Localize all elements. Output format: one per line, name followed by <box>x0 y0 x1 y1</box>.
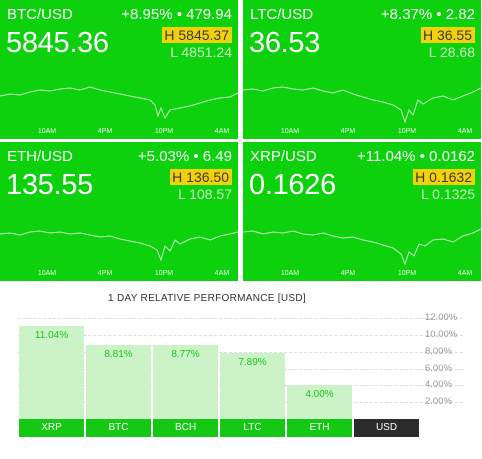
time-tick: 10AM <box>280 128 300 135</box>
price-sparkline <box>243 86 481 124</box>
time-tick: 10PM <box>397 128 417 135</box>
bar-value-label: 8.81% <box>104 348 133 360</box>
xrp-usd-tile[interactable]: XRP/USD +11.04% • 0.0162 0.1626 H 0.1632… <box>243 142 481 281</box>
high-badge: H 5845.37 <box>162 27 232 43</box>
time-tick: 10PM <box>154 128 174 135</box>
y-tick-label: 6.00% <box>425 362 452 374</box>
pair-label: ETH/USD <box>7 148 73 165</box>
low-value: L 108.57 <box>178 186 232 202</box>
time-tick: 10AM <box>280 270 300 277</box>
time-tick: 10PM <box>397 270 417 277</box>
coin-button-btc[interactable]: BTC <box>86 419 151 437</box>
bar-bch <box>153 345 218 419</box>
coin-button-bch[interactable]: BCH <box>153 419 218 437</box>
pair-label: BTC/USD <box>7 6 73 23</box>
time-tick: 4PM <box>97 128 113 135</box>
btc-usd-tile[interactable]: BTC/USD +8.95% • 479.94 5845.36 H 5845.3… <box>0 0 238 139</box>
change-label: +8.95% • 479.94 <box>121 6 232 23</box>
bar-xrp <box>19 326 84 419</box>
y-tick-label: 10.00% <box>425 329 458 340</box>
y-tick-label: 4.00% <box>425 379 452 391</box>
coin-button-xrp[interactable]: XRP <box>19 419 84 437</box>
high-badge: H 136.50 <box>170 169 232 185</box>
price-sparkline <box>243 228 481 266</box>
price-sparkline <box>0 230 238 262</box>
time-tick: 10PM <box>154 270 174 277</box>
quote-currency-button-usd[interactable]: USD <box>354 419 419 437</box>
low-value: L 0.1325 <box>421 186 475 202</box>
pair-label: XRP/USD <box>250 148 317 165</box>
low-value: L 4851.24 <box>170 44 232 60</box>
change-label: +11.04% • 0.0162 <box>357 148 475 165</box>
bar-btc <box>86 344 151 419</box>
high-badge: H 0.1632 <box>413 169 475 185</box>
eth-usd-tile[interactable]: ETH/USD +5.03% • 6.49 135.55 H 136.50 L … <box>0 142 238 281</box>
price-value: 5845.36 <box>6 27 109 59</box>
price-sparkline <box>0 86 238 120</box>
bar-eth <box>287 385 352 419</box>
coin-button-ltc[interactable]: LTC <box>220 419 285 437</box>
bar-ltc <box>220 352 285 419</box>
time-tick: 4AM <box>214 128 230 135</box>
time-tick: 4AM <box>214 270 230 277</box>
low-value: L 28.68 <box>428 44 475 60</box>
time-tick: 10AM <box>37 128 57 135</box>
bar-value-label: 11.04% <box>34 330 69 342</box>
price-value: 0.1626 <box>249 169 336 201</box>
y-tick-label: 12.00% <box>425 312 458 324</box>
change-label: +5.03% • 6.49 <box>137 148 232 165</box>
pair-label: LTC/USD <box>250 6 314 23</box>
price-value: 135.55 <box>6 169 93 201</box>
time-tick: 10AM <box>37 270 57 277</box>
performance-chart-title: 1 DAY RELATIVE PERFORMANCE [USD] <box>108 293 306 304</box>
bar-value-label: 7.89% <box>238 356 267 368</box>
bar-value-label: 8.77% <box>171 349 200 361</box>
high-badge: H 36.55 <box>420 27 475 43</box>
y-tick-label: 2.00% <box>425 396 452 408</box>
y-tick-label: 8.00% <box>425 345 452 357</box>
gridline <box>18 351 463 353</box>
coin-button-eth[interactable]: ETH <box>287 419 352 437</box>
gridline <box>18 318 463 320</box>
change-label: +8.37% • 2.82 <box>380 6 475 23</box>
time-tick: 4PM <box>340 128 356 135</box>
time-tick: 4PM <box>340 270 356 277</box>
price-value: 36.53 <box>249 27 321 59</box>
ltc-usd-tile[interactable]: LTC/USD +8.37% • 2.82 36.53 H 36.55 L 28… <box>243 0 481 139</box>
time-tick: 4AM <box>457 128 473 135</box>
time-tick: 4AM <box>457 270 473 277</box>
bar-value-label: 4.00% <box>305 389 334 401</box>
gridline <box>18 335 463 336</box>
time-tick: 4PM <box>97 270 113 277</box>
